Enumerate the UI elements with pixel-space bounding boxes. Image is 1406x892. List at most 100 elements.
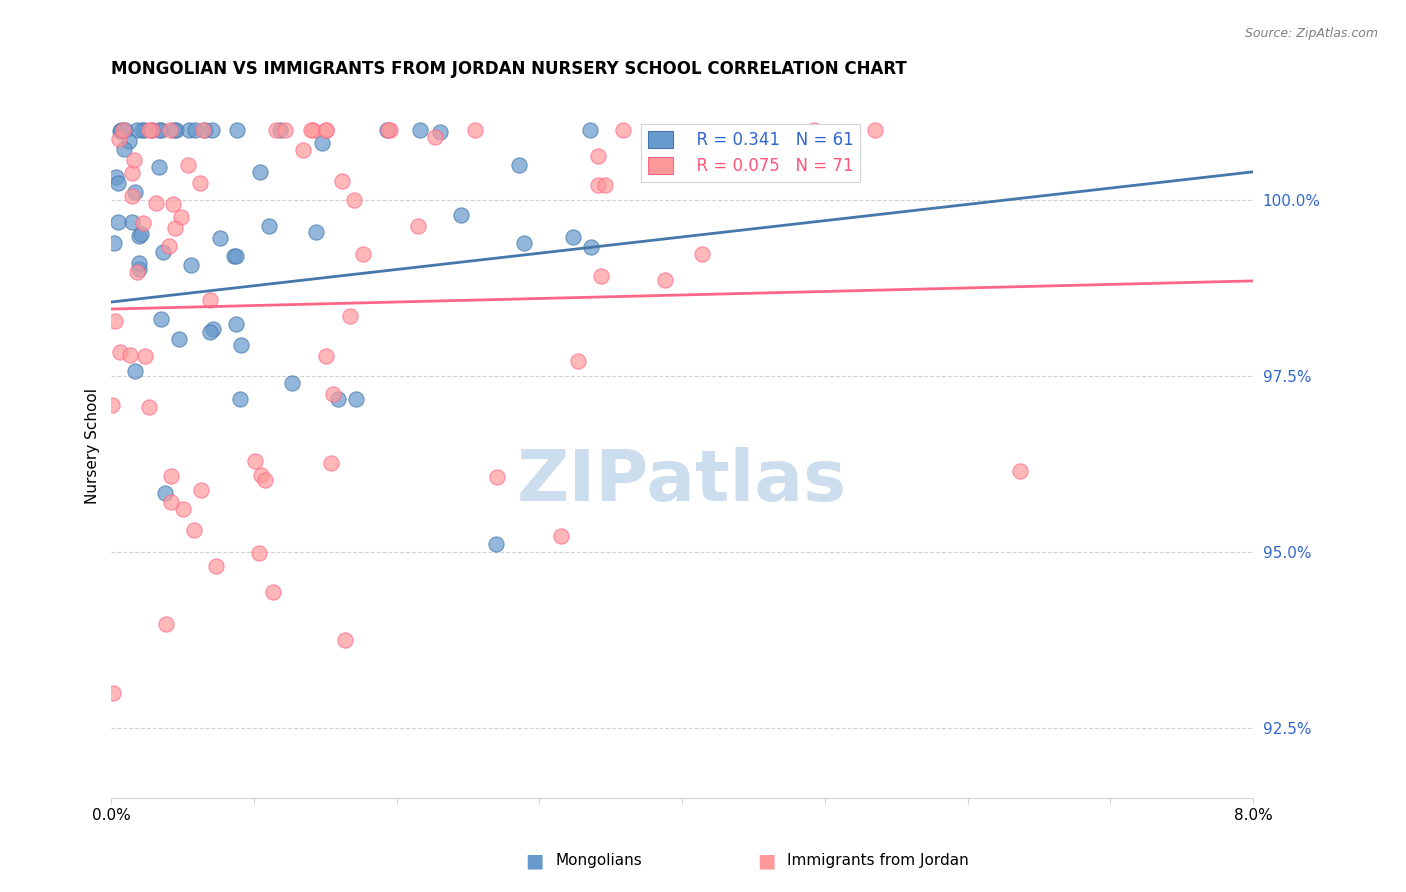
Point [567, 353, 589, 368]
Point [172, 502, 194, 516]
Point [103, 235, 125, 250]
Point [138, 122, 160, 136]
Point [485, 537, 508, 551]
Point [654, 272, 676, 286]
Point [110, 345, 132, 359]
Point [690, 247, 713, 261]
Point [311, 136, 333, 150]
Point [177, 122, 200, 136]
Point [107, 176, 129, 190]
Legend:   R = 0.341   N = 61,   R = 0.075   N = 71: R = 0.341 N = 61, R = 0.075 N = 71 [641, 124, 860, 182]
Point [118, 135, 141, 149]
Point [129, 227, 152, 241]
Point [180, 258, 202, 272]
Point [228, 392, 250, 407]
Point [508, 158, 530, 172]
Point [450, 208, 472, 222]
Text: ■: ■ [524, 851, 544, 871]
Point [148, 122, 170, 136]
Point [225, 317, 247, 331]
Point [101, 398, 124, 412]
Text: Mongolians: Mongolians [555, 854, 643, 868]
Point [184, 122, 207, 136]
Point [281, 376, 304, 390]
Point [264, 122, 287, 136]
Point [125, 122, 148, 136]
Point [343, 193, 366, 207]
Point [205, 558, 228, 573]
Text: ■: ■ [756, 851, 776, 871]
Point [377, 122, 399, 136]
Point [321, 456, 343, 470]
Point [247, 546, 270, 560]
Point [550, 529, 572, 543]
Point [201, 122, 224, 136]
Point [152, 244, 174, 259]
Point [333, 633, 356, 648]
Point [121, 215, 143, 229]
Point [124, 363, 146, 377]
Point [339, 309, 361, 323]
Point [299, 122, 322, 136]
Point [269, 122, 291, 136]
Point [105, 170, 128, 185]
Point [305, 225, 328, 239]
Point [131, 122, 153, 136]
Point [194, 122, 217, 136]
Point [409, 123, 432, 137]
Point [253, 474, 276, 488]
Point [132, 216, 155, 230]
Point [155, 616, 177, 631]
Text: Source: ZipAtlas.com: Source: ZipAtlas.com [1244, 27, 1378, 40]
Text: MONGOLIAN VS IMMIGRANTS FROM JORDAN NURSERY SCHOOL CORRELATION CHART: MONGOLIAN VS IMMIGRANTS FROM JORDAN NURS… [111, 60, 907, 78]
Point [165, 221, 187, 235]
Point [145, 195, 167, 210]
Point [110, 122, 132, 136]
Point [141, 122, 163, 136]
Text: Immigrants from Jordan: Immigrants from Jordan [787, 854, 969, 868]
Point [127, 265, 149, 279]
Point [150, 312, 173, 326]
Point [226, 122, 249, 136]
Point [259, 219, 281, 233]
Point [177, 158, 200, 172]
Point [380, 122, 402, 136]
Point [124, 186, 146, 200]
Point [224, 249, 246, 263]
Point [588, 178, 610, 192]
Point [159, 238, 181, 252]
Point [315, 122, 337, 136]
Point [591, 269, 613, 284]
Point [200, 326, 222, 340]
Point [301, 122, 323, 136]
Point [104, 314, 127, 328]
Point [486, 470, 509, 484]
Point [593, 178, 616, 192]
Point [562, 230, 585, 244]
Point [150, 122, 173, 136]
Point [163, 122, 186, 136]
Y-axis label: Nursery School: Nursery School [86, 388, 100, 504]
Point [579, 122, 602, 136]
Point [128, 255, 150, 269]
Point [193, 122, 215, 136]
Point [198, 293, 221, 308]
Point [128, 229, 150, 244]
Point [352, 247, 374, 261]
Point [513, 235, 536, 250]
Point [138, 400, 160, 414]
Point [586, 149, 609, 163]
Point [128, 261, 150, 276]
Point [262, 585, 284, 599]
Point [245, 454, 267, 468]
Point [141, 122, 163, 136]
Point [408, 219, 430, 233]
Point [134, 350, 156, 364]
Point [315, 122, 337, 136]
Point [132, 122, 155, 136]
Point [148, 160, 170, 174]
Point [429, 126, 451, 140]
Point [326, 392, 349, 406]
Point [121, 189, 143, 203]
Point [375, 122, 398, 136]
